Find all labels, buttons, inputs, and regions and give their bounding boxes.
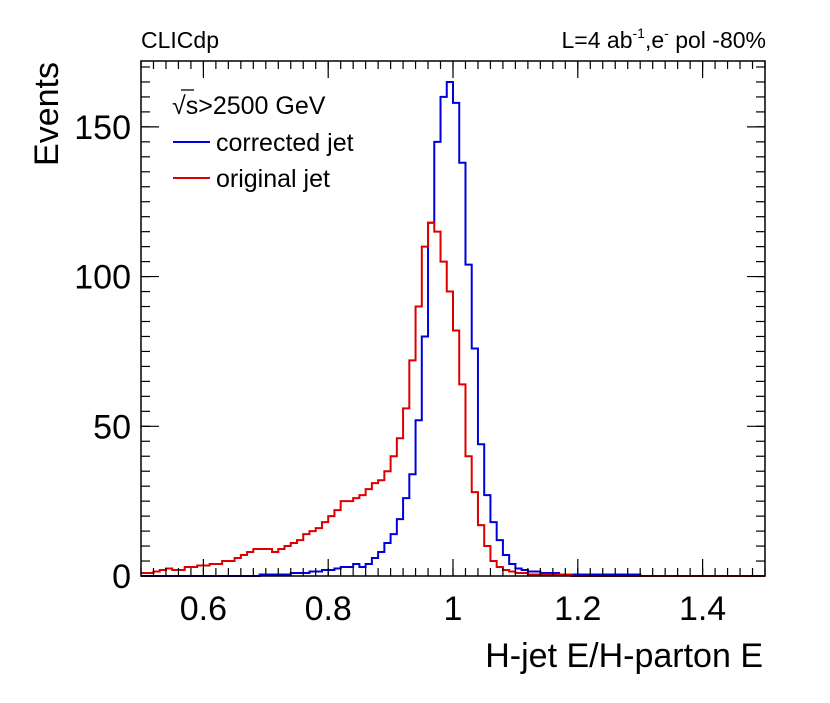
x-tick-label-3: 1.2 xyxy=(554,590,601,628)
ticks-layer: 0.6 0.8 1 1.2 1.4 0 50 100 150 xyxy=(74,61,766,628)
x-tick-label-1: 0.8 xyxy=(305,590,352,628)
y-tick-label-3: 150 xyxy=(74,109,131,147)
legend-label-corrected-jet: corrected jet xyxy=(216,129,354,157)
x-tick-label-0: 0.6 xyxy=(180,590,227,628)
energy-annotation: √s>2500 GeV xyxy=(172,92,326,120)
y-tick-label-2: 100 xyxy=(74,259,131,297)
header-left: CLICdp xyxy=(141,27,219,53)
x-tick-label-2: 1 xyxy=(444,590,463,628)
legend: corrected jet original jet xyxy=(173,129,354,193)
y-axis-label: Events xyxy=(28,62,66,166)
x-tick-label-4: 1.4 xyxy=(679,590,726,628)
sqrt-symbol: √ xyxy=(172,92,186,120)
header-right: L=4 ab-1,e- pol -80% xyxy=(562,25,766,53)
series-line-original-jet xyxy=(141,221,765,577)
header-right-sup2: - xyxy=(664,25,669,41)
x-axis-label: H-jet E/H-parton E xyxy=(485,637,763,675)
plot-frame xyxy=(140,60,766,577)
sqrt-argument: s xyxy=(186,92,199,120)
energy-cut: >2500 GeV xyxy=(198,92,326,120)
header-right-suffix: pol -80% xyxy=(669,27,766,53)
header-right-prefix: L=4 ab xyxy=(562,27,633,53)
header-right-mid: ,e xyxy=(645,27,664,53)
y-tick-label-0: 0 xyxy=(112,558,131,596)
y-tick-label-1: 50 xyxy=(93,408,131,446)
header-right-sup1: -1 xyxy=(633,25,646,41)
legend-label-original-jet: original jet xyxy=(216,165,330,193)
